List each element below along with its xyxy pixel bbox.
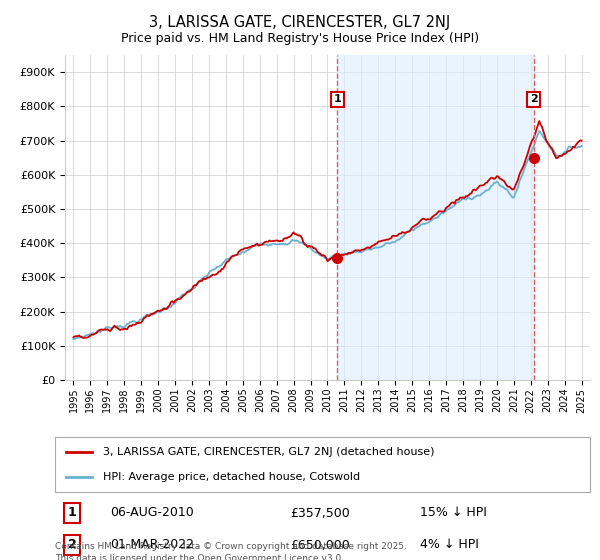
Text: 01-MAR-2022: 01-MAR-2022 <box>110 539 194 552</box>
Text: 15% ↓ HPI: 15% ↓ HPI <box>420 506 487 520</box>
Text: £650,000: £650,000 <box>290 539 350 552</box>
Text: 2: 2 <box>530 95 538 105</box>
Text: Contains HM Land Registry data © Crown copyright and database right 2025.
This d: Contains HM Land Registry data © Crown c… <box>55 542 407 560</box>
Text: 2: 2 <box>68 539 76 552</box>
Text: 1: 1 <box>334 95 341 105</box>
Bar <box>337 55 533 380</box>
Text: 1: 1 <box>68 506 76 520</box>
Text: HPI: Average price, detached house, Cotswold: HPI: Average price, detached house, Cots… <box>103 472 360 482</box>
Text: 3, LARISSA GATE, CIRENCESTER, GL7 2NJ (detached house): 3, LARISSA GATE, CIRENCESTER, GL7 2NJ (d… <box>103 447 434 458</box>
Text: 06-AUG-2010: 06-AUG-2010 <box>110 506 194 520</box>
Text: 4% ↓ HPI: 4% ↓ HPI <box>420 539 479 552</box>
Text: 3, LARISSA GATE, CIRENCESTER, GL7 2NJ: 3, LARISSA GATE, CIRENCESTER, GL7 2NJ <box>149 15 451 30</box>
Text: £357,500: £357,500 <box>290 506 350 520</box>
Text: Price paid vs. HM Land Registry's House Price Index (HPI): Price paid vs. HM Land Registry's House … <box>121 32 479 45</box>
